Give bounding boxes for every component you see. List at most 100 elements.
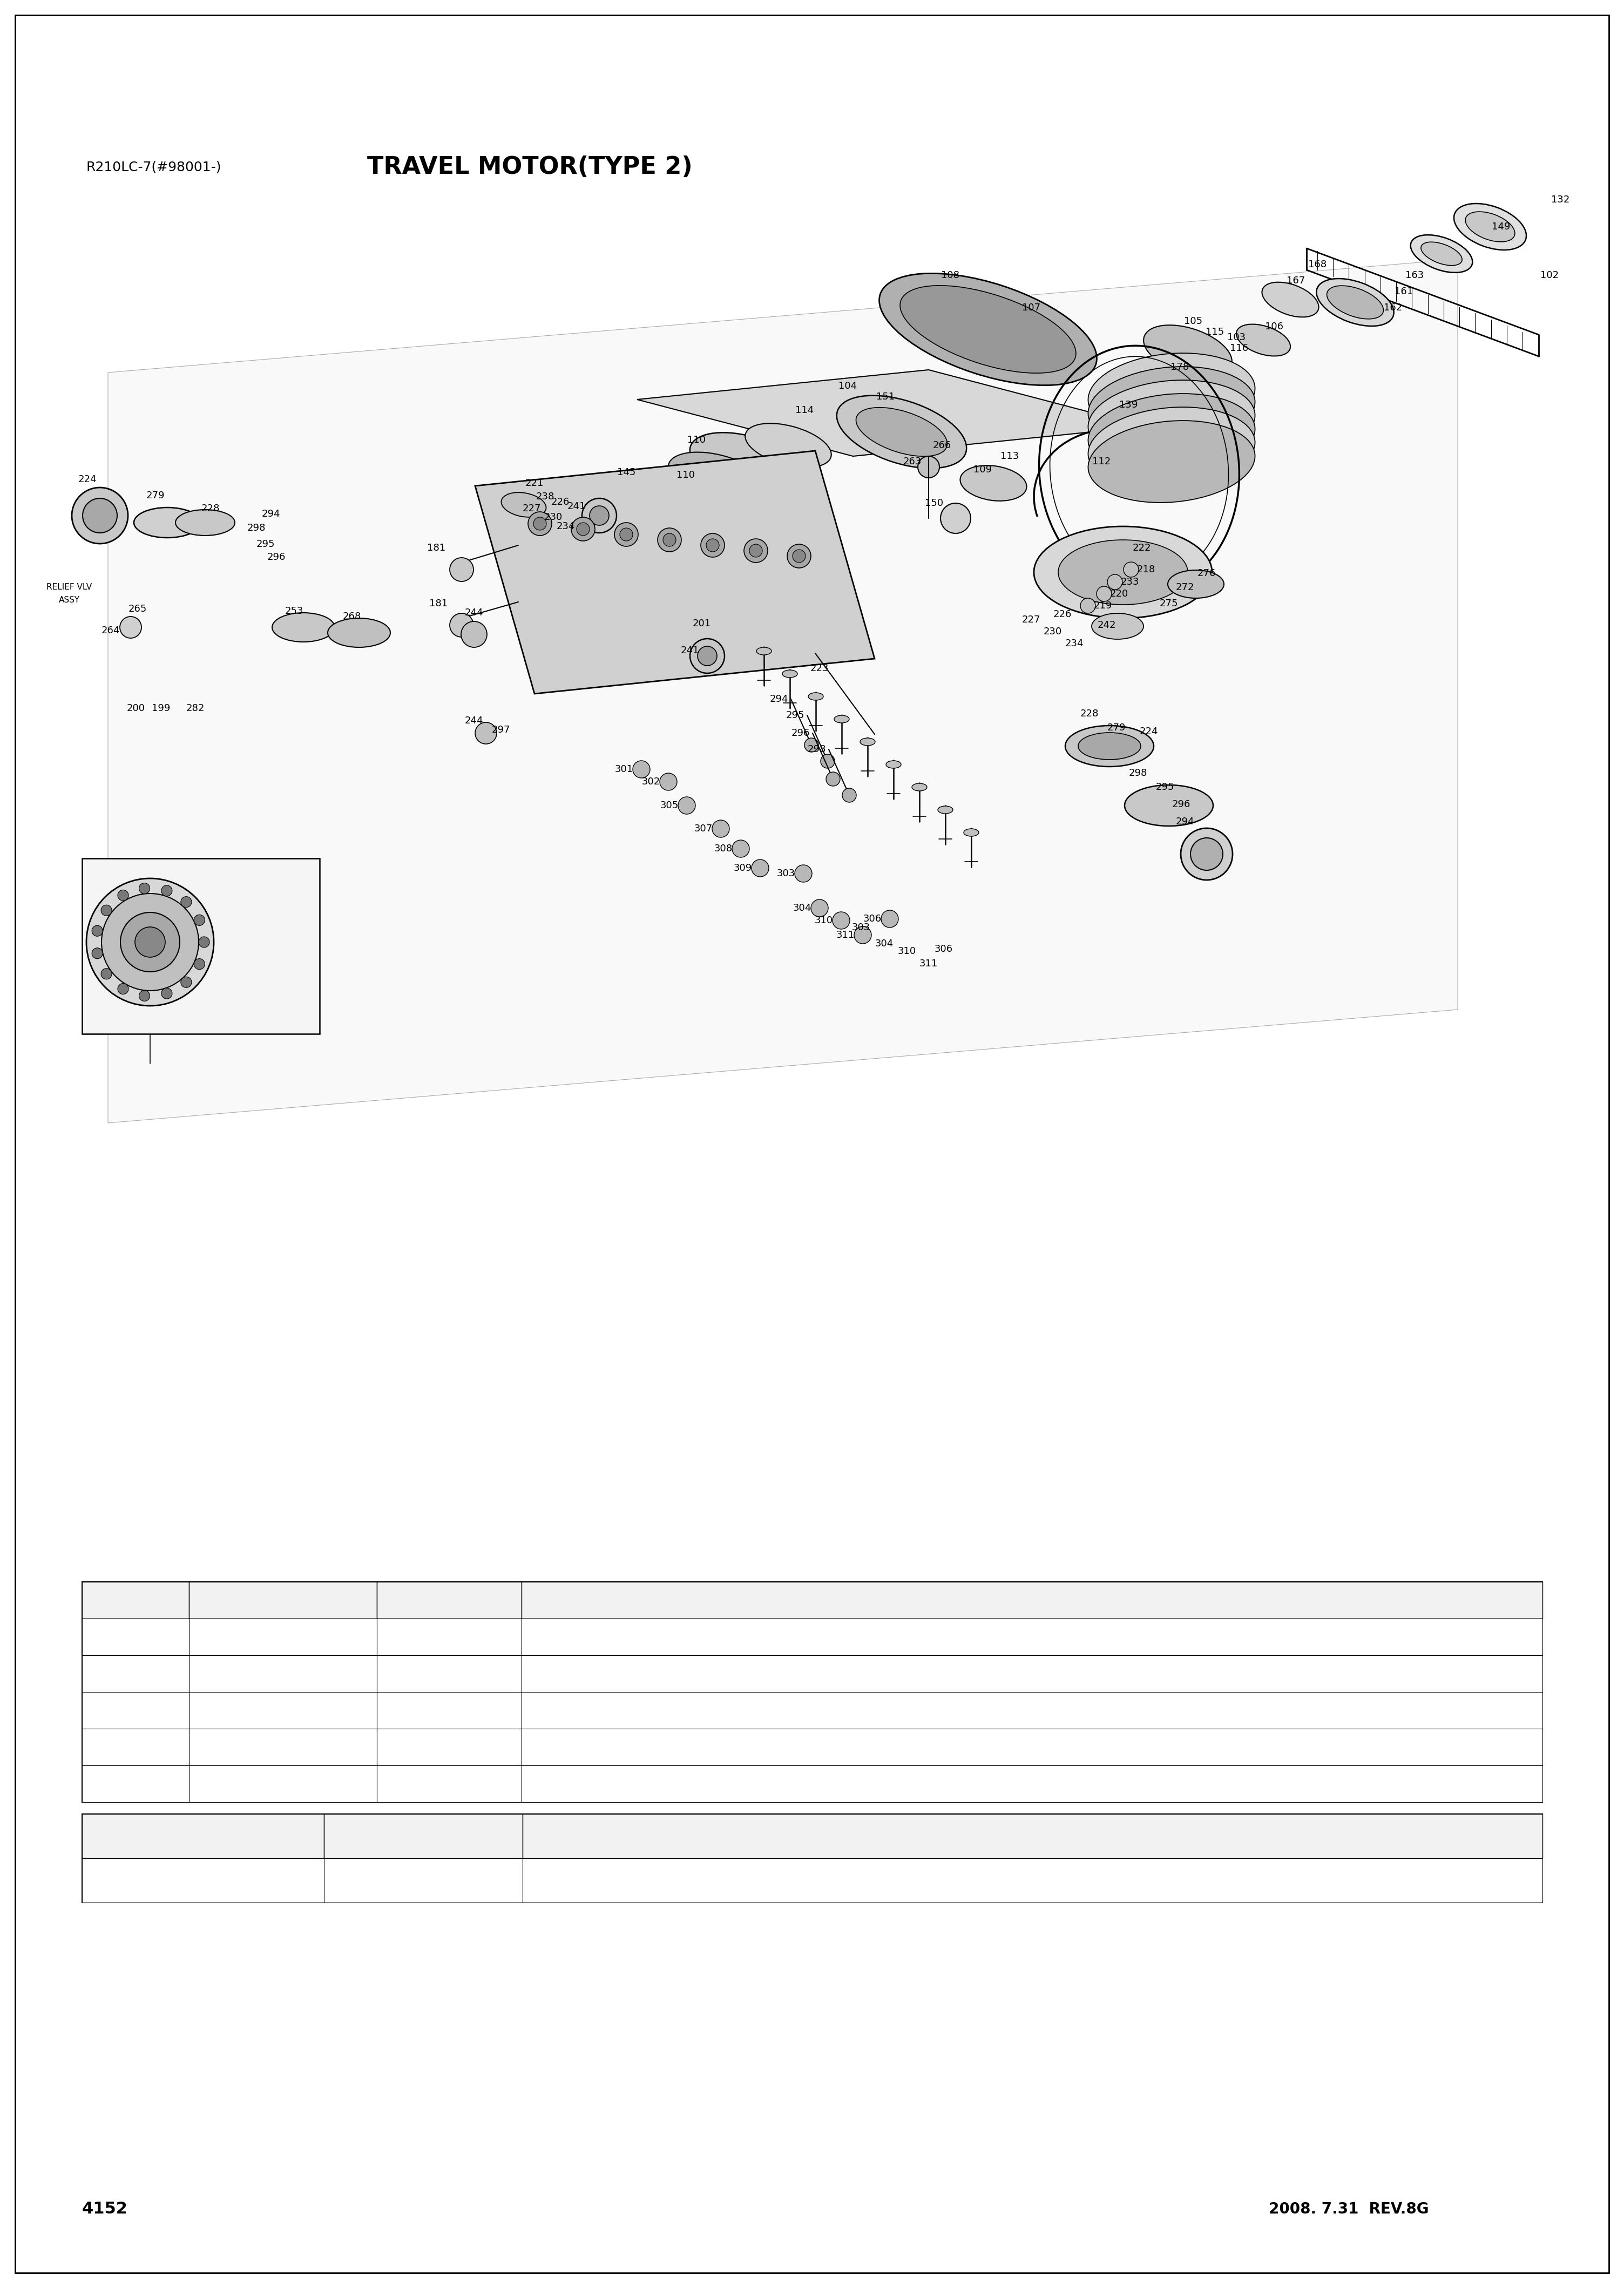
Circle shape xyxy=(620,529,633,540)
Text: 31N6-40060: 31N6-40060 xyxy=(250,1741,315,1753)
Ellipse shape xyxy=(1143,325,1233,378)
Text: 303: 303 xyxy=(776,869,796,879)
Bar xyxy=(83,1858,323,1904)
Text: 230: 230 xyxy=(1044,627,1062,636)
Bar xyxy=(377,1730,521,1766)
Circle shape xyxy=(180,897,192,908)
Circle shape xyxy=(161,988,172,1000)
Bar xyxy=(83,1618,188,1654)
Text: 223: 223 xyxy=(810,664,828,673)
Bar xyxy=(377,1654,521,1691)
Text: ASSY: ASSY xyxy=(58,597,80,604)
Circle shape xyxy=(117,890,128,901)
Ellipse shape xyxy=(273,613,335,643)
Bar xyxy=(83,1814,323,1858)
Bar xyxy=(521,1654,1543,1691)
Text: 311: 311 xyxy=(836,931,854,940)
Text: TYPE 2: TYPE 2 xyxy=(125,869,161,879)
Text: 114: 114 xyxy=(796,405,814,414)
Ellipse shape xyxy=(913,782,927,792)
Text: 113: 113 xyxy=(1000,451,1018,462)
Bar xyxy=(377,1766,521,1803)
Text: 276: 276 xyxy=(1197,567,1216,579)
Circle shape xyxy=(788,545,810,567)
Text: 106: 106 xyxy=(1265,323,1283,332)
Text: #8172-#8201: #8172-#8201 xyxy=(412,1668,487,1679)
Text: 31N6-40050: 31N6-40050 xyxy=(250,1631,315,1643)
Text: 145: 145 xyxy=(617,467,635,478)
Circle shape xyxy=(679,796,695,815)
Text: 149: 149 xyxy=(1491,222,1510,231)
Text: 298: 298 xyxy=(247,524,266,533)
Text: 298: 298 xyxy=(1129,769,1148,778)
Circle shape xyxy=(533,517,546,531)
Text: 295: 295 xyxy=(1156,782,1174,792)
Ellipse shape xyxy=(900,286,1077,373)
Text: 103: 103 xyxy=(1228,332,1246,343)
Text: 110: 110 xyxy=(677,471,695,480)
Ellipse shape xyxy=(1236,325,1291,357)
Text: #8202-: #8202- xyxy=(429,1778,469,1789)
Circle shape xyxy=(120,913,180,972)
Text: 234: 234 xyxy=(557,522,575,531)
Bar xyxy=(188,1581,377,1618)
Text: 110: 110 xyxy=(687,435,706,444)
Bar xyxy=(523,1858,1543,1904)
Circle shape xyxy=(706,538,719,551)
Ellipse shape xyxy=(879,272,1096,384)
Polygon shape xyxy=(637,371,1145,455)
Ellipse shape xyxy=(1124,785,1213,826)
Text: 167: 167 xyxy=(1286,277,1306,286)
Text: 112: 112 xyxy=(1091,458,1111,467)
Circle shape xyxy=(528,513,552,535)
Text: RELIEF VLV: RELIEF VLV xyxy=(47,583,93,590)
Text: 200: 200 xyxy=(127,702,145,714)
Circle shape xyxy=(93,947,102,959)
Text: Parts no: Parts no xyxy=(401,1830,447,1842)
Bar xyxy=(83,1581,1543,1803)
Ellipse shape xyxy=(835,716,849,723)
Text: 279: 279 xyxy=(146,490,164,501)
Circle shape xyxy=(101,906,112,915)
Bar xyxy=(377,1581,521,1618)
Bar xyxy=(521,1581,1543,1618)
Text: Included item: Included item xyxy=(994,1830,1072,1842)
Ellipse shape xyxy=(1088,394,1255,476)
Text: 279: 279 xyxy=(1108,723,1125,732)
Ellipse shape xyxy=(861,739,875,746)
Text: 181: 181 xyxy=(427,542,445,554)
Bar xyxy=(188,1618,377,1654)
Circle shape xyxy=(882,911,898,927)
Bar xyxy=(188,1654,377,1691)
Text: 296: 296 xyxy=(791,728,810,739)
Circle shape xyxy=(476,723,497,744)
Text: When ordering, check part no of travel motor assy: When ordering, check part no of travel m… xyxy=(531,1663,778,1675)
Text: Travel motor: Travel motor xyxy=(247,1595,318,1606)
Ellipse shape xyxy=(836,396,966,469)
Text: 218: 218 xyxy=(1137,565,1155,574)
Text: 199: 199 xyxy=(151,702,171,714)
Ellipse shape xyxy=(1453,204,1527,249)
Text: TYPE 1: TYPE 1 xyxy=(117,1668,153,1679)
Ellipse shape xyxy=(598,471,710,522)
Ellipse shape xyxy=(667,453,768,503)
Text: 295: 295 xyxy=(257,540,274,549)
Ellipse shape xyxy=(1327,286,1384,318)
Ellipse shape xyxy=(887,760,901,769)
Text: 108: 108 xyxy=(940,270,960,279)
Text: 227: 227 xyxy=(523,503,541,513)
Text: 244: 244 xyxy=(464,609,484,618)
Circle shape xyxy=(461,622,487,648)
Circle shape xyxy=(658,529,682,551)
Circle shape xyxy=(854,927,872,943)
Ellipse shape xyxy=(856,407,947,455)
Polygon shape xyxy=(476,451,875,693)
Circle shape xyxy=(161,885,172,897)
Text: 115: 115 xyxy=(1205,327,1224,336)
Text: 304: 304 xyxy=(793,904,812,913)
Bar xyxy=(83,1581,188,1618)
Text: 306: 306 xyxy=(864,913,882,924)
Circle shape xyxy=(140,991,149,1002)
Text: 31N6-40051BG: 31N6-40051BG xyxy=(242,1705,323,1716)
Text: 268: 268 xyxy=(343,611,361,622)
